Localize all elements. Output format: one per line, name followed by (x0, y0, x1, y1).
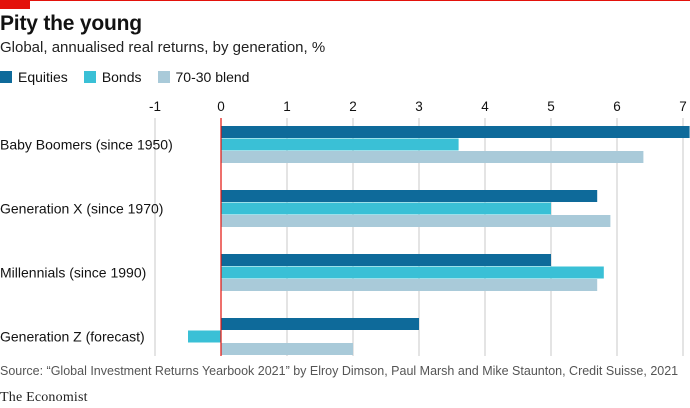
bar-equities (221, 190, 598, 202)
chart-title: Pity the young (0, 12, 142, 35)
bar-bonds (221, 138, 459, 151)
legend-label: Equities (18, 69, 68, 85)
economist-red-tag (0, 0, 30, 9)
x-tick-label: 0 (217, 99, 225, 114)
x-tick-label: 3 (415, 99, 423, 114)
x-tick-label: 5 (547, 99, 555, 114)
legend-swatch (83, 71, 96, 83)
category-label: Baby Boomers (since 1950) (0, 137, 173, 153)
category-label: Generation Z (forecast) (0, 329, 145, 345)
legend-label: 70-30 blend (175, 69, 250, 85)
x-tick-label: 6 (613, 99, 621, 114)
bar-bonds (188, 330, 221, 343)
x-tick-label: 2 (349, 99, 357, 114)
x-tick-label: -1 (149, 99, 161, 114)
bar-70-30-blend (221, 215, 611, 227)
legend-item-0: Equities (0, 69, 68, 85)
bar-bonds (221, 266, 604, 279)
legend-item-2: 70-30 blend (157, 69, 250, 85)
bar-chart: -1 0 1 2 3 4 5 6 7 Baby Boomers (since 1950) Gener… (0, 99, 690, 356)
bar-equities (221, 126, 690, 138)
legend-item-1: Bonds (83, 69, 142, 85)
bar-70-30-blend (221, 279, 598, 291)
bar-70-30-blend (221, 151, 644, 163)
legend-swatch (157, 71, 170, 83)
source-note: Source: “Global Investment Returns Yearb… (0, 364, 679, 378)
bar-70-30-blend (221, 343, 353, 355)
x-tick-label: 1 (283, 99, 291, 114)
economist-logo-text: The Economist (0, 390, 88, 405)
bar-bonds (221, 202, 551, 215)
legend-swatch (0, 71, 12, 83)
category-label: Generation X (since 1970) (0, 201, 163, 217)
chart-subtitle: Global, annualised real returns, by gene… (0, 39, 326, 56)
legend-label: Bonds (101, 69, 142, 85)
x-tick-label: 4 (481, 99, 489, 114)
category-label: Millennials (since 1990) (0, 265, 146, 281)
bar-equities (221, 318, 419, 330)
legend: Equities Bonds 70-30 blend (0, 69, 265, 85)
x-tick-label: 7 (679, 99, 687, 114)
bar-equities (221, 254, 551, 266)
top-rule (0, 0, 690, 1)
